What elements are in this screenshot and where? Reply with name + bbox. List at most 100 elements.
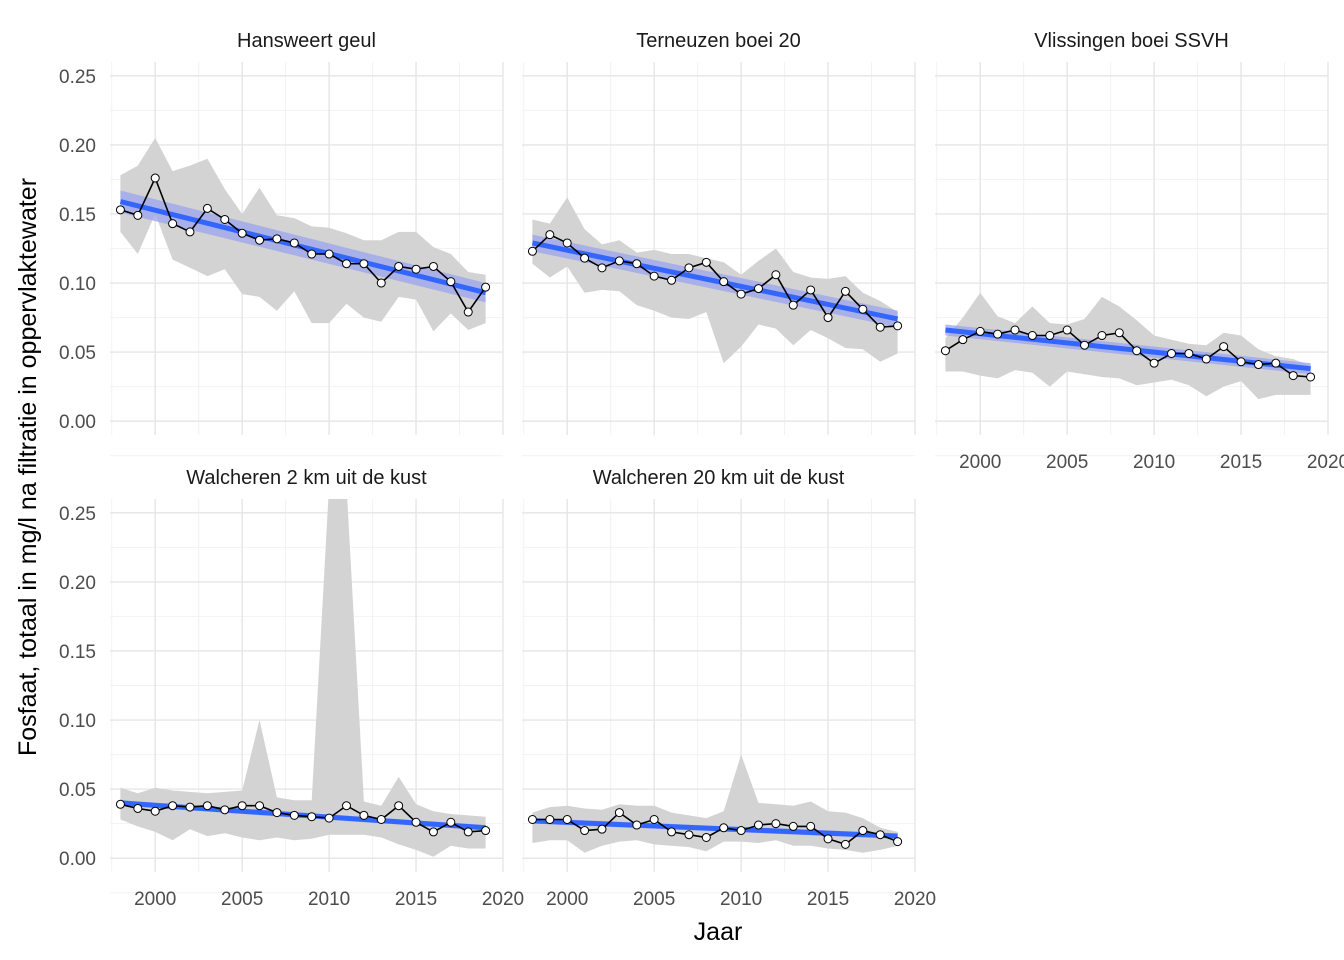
data-point bbox=[545, 230, 555, 240]
data-point bbox=[597, 824, 607, 834]
data-point bbox=[771, 270, 781, 280]
facet-panel: Hansweert geul 0.00 0.05 0.10 0.15 0.20 0.25 bbox=[59, 30, 504, 457]
x-tick-label: 2005 bbox=[1046, 452, 1088, 473]
data-point bbox=[394, 261, 404, 271]
data-point bbox=[411, 264, 421, 274]
y-tick-label: 0.20 bbox=[59, 573, 96, 594]
panel-plot-area bbox=[940, 292, 1316, 400]
data-point bbox=[958, 335, 968, 345]
data-point bbox=[1132, 346, 1142, 356]
facet-panels: Hansweert geul 0.00 0.05 0.10 0.15 0.20 0.25 Te… bbox=[59, 30, 1344, 910]
data-point bbox=[150, 173, 160, 183]
data-point bbox=[1288, 371, 1298, 381]
data-point bbox=[858, 304, 868, 314]
data-point bbox=[463, 307, 473, 317]
data-point bbox=[1253, 360, 1263, 370]
y-tick-label: 0.25 bbox=[59, 504, 96, 525]
data-point bbox=[411, 817, 421, 827]
data-point bbox=[753, 284, 763, 294]
data-point bbox=[237, 228, 247, 238]
y-tick-label: 0.10 bbox=[59, 711, 96, 732]
x-tick-label: 2000 bbox=[546, 889, 588, 910]
x-tick-label: 2010 bbox=[720, 889, 762, 910]
data-point bbox=[1201, 354, 1211, 364]
data-point bbox=[1306, 372, 1316, 382]
data-point bbox=[527, 246, 537, 256]
data-point bbox=[1097, 331, 1107, 341]
data-point bbox=[481, 826, 491, 836]
data-point bbox=[1219, 342, 1229, 352]
data-point bbox=[736, 826, 746, 836]
facet-panel: Walcheren 20 km uit de kust 2000 2005 2010 2… bbox=[522, 467, 936, 910]
x-tick-label: 2015 bbox=[395, 889, 437, 910]
trend-line bbox=[531, 240, 899, 322]
data-point bbox=[1149, 358, 1159, 368]
facet-title: Terneuzen boei 20 bbox=[636, 30, 801, 52]
data-point bbox=[527, 815, 537, 825]
panel-plot-area bbox=[527, 197, 903, 364]
range-ribbon bbox=[120, 138, 486, 332]
y-tick-label: 0.15 bbox=[59, 642, 96, 663]
data-point bbox=[463, 827, 473, 837]
data-point bbox=[185, 802, 195, 812]
x-tick-label: 2000 bbox=[134, 889, 176, 910]
data-point bbox=[446, 277, 456, 287]
data-point bbox=[289, 810, 299, 820]
x-tick-label: 2000 bbox=[959, 452, 1001, 473]
x-tick-label: 2015 bbox=[1220, 452, 1262, 473]
x-tick-label: 2005 bbox=[633, 889, 675, 910]
facet-title: Walcheren 2 km uit de kust bbox=[186, 467, 427, 489]
data-point bbox=[875, 322, 885, 332]
data-point bbox=[562, 815, 572, 825]
data-point bbox=[1166, 348, 1176, 358]
series-line bbox=[944, 329, 1311, 378]
y-tick-label: 0.00 bbox=[59, 849, 96, 870]
data-point bbox=[1027, 331, 1037, 341]
data-point bbox=[394, 801, 404, 811]
trend-line bbox=[532, 818, 898, 839]
facet-panel: Vlissingen boei SSVH 2000 2005 2010 2015 2020 bbox=[935, 30, 1344, 473]
data-point bbox=[940, 346, 950, 356]
facet-title: Walcheren 20 km uit de kust bbox=[593, 467, 845, 489]
data-point bbox=[1010, 325, 1020, 335]
trend-line bbox=[945, 327, 1311, 372]
data-point bbox=[580, 253, 590, 263]
data-point bbox=[788, 300, 798, 310]
data-point bbox=[753, 820, 763, 830]
data-point bbox=[684, 830, 694, 840]
data-point bbox=[324, 249, 334, 259]
x-tick-label: 2010 bbox=[308, 889, 350, 910]
data-point bbox=[545, 815, 555, 825]
data-point bbox=[481, 282, 491, 292]
data-point bbox=[893, 321, 903, 331]
data-point bbox=[788, 821, 798, 831]
x-tick-label: 2020 bbox=[482, 889, 524, 910]
data-point bbox=[376, 278, 386, 288]
range-ribbon bbox=[532, 754, 898, 853]
data-point bbox=[428, 827, 438, 837]
data-point bbox=[1045, 331, 1055, 341]
x-tick-label: 2005 bbox=[221, 889, 263, 910]
data-point bbox=[446, 817, 456, 827]
data-point bbox=[840, 839, 850, 849]
data-point bbox=[220, 214, 230, 224]
data-point bbox=[341, 259, 351, 269]
panel-plot-area bbox=[115, 499, 491, 857]
data-point bbox=[684, 263, 694, 273]
y-tick-label: 0.00 bbox=[59, 412, 96, 433]
data-point bbox=[975, 326, 985, 336]
data-point bbox=[202, 203, 212, 213]
data-point bbox=[115, 205, 125, 215]
data-point bbox=[1236, 357, 1246, 367]
x-tick-label: 2020 bbox=[894, 889, 936, 910]
y-tick-label: 0.25 bbox=[59, 67, 96, 88]
x-tick-label: 2015 bbox=[807, 889, 849, 910]
data-point bbox=[719, 823, 729, 833]
data-point bbox=[185, 227, 195, 237]
data-point bbox=[133, 803, 143, 813]
panel-plot-area bbox=[527, 754, 903, 853]
trend-line bbox=[119, 199, 487, 296]
data-point bbox=[272, 234, 282, 244]
facet-panel: Walcheren 2 km uit de kust 0.00 0.05 0.10 0.… bbox=[59, 467, 524, 910]
data-point bbox=[649, 815, 659, 825]
